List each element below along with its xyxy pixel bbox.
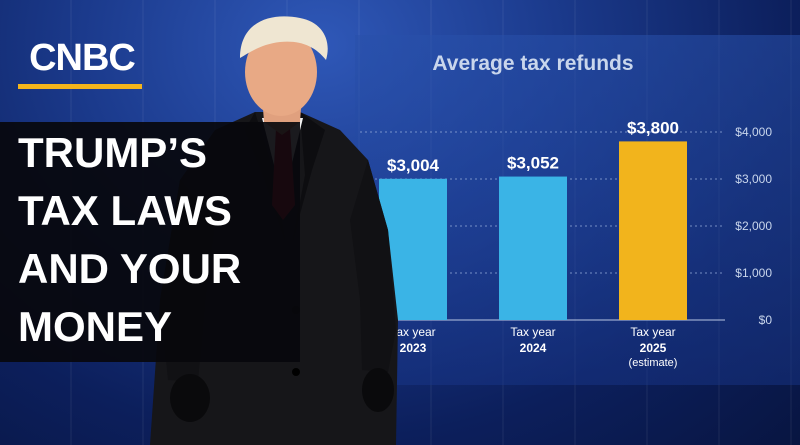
category-year-label: 2023	[400, 341, 427, 355]
category-label: Tax year	[390, 325, 435, 339]
logo-underline	[18, 84, 142, 89]
bar	[379, 178, 447, 320]
labels: $0 $1,000 $2,000 $3,000 $4,000 $3,004 Tax year…	[387, 118, 772, 369]
bar-value-label: $3,800	[627, 118, 679, 137]
category-label: Tax year	[510, 325, 555, 339]
headline-box: TRUMP’S TAX LAWS AND YOUR MONEY	[0, 122, 300, 362]
headline-line: AND YOUR	[18, 245, 242, 292]
bar	[499, 176, 567, 320]
logo-text: CNBC	[29, 37, 136, 79]
y-tick-label: $2,000	[735, 219, 772, 233]
y-tick-label: $4,000	[735, 125, 772, 139]
bar	[619, 141, 687, 320]
cnbc-logo: CNBC	[18, 36, 146, 91]
headline-line: TAX LAWS	[18, 187, 232, 234]
category-note-label: (estimate)	[629, 357, 678, 369]
y-tick-label: $1,000	[735, 266, 772, 280]
y-tick-label: $3,000	[735, 172, 772, 186]
chart-title: Average tax refunds	[432, 52, 633, 75]
headline-line: TRUMP’S	[18, 129, 207, 176]
category-year-label: 2025	[640, 341, 667, 355]
bar-value-label: $3,052	[507, 154, 559, 173]
y-tick-label: $0	[759, 313, 773, 327]
bar-value-label: $3,004	[387, 156, 440, 175]
category-label: Tax year	[630, 325, 675, 339]
headline-line: MONEY	[18, 303, 173, 350]
category-year-label: 2024	[520, 341, 547, 355]
